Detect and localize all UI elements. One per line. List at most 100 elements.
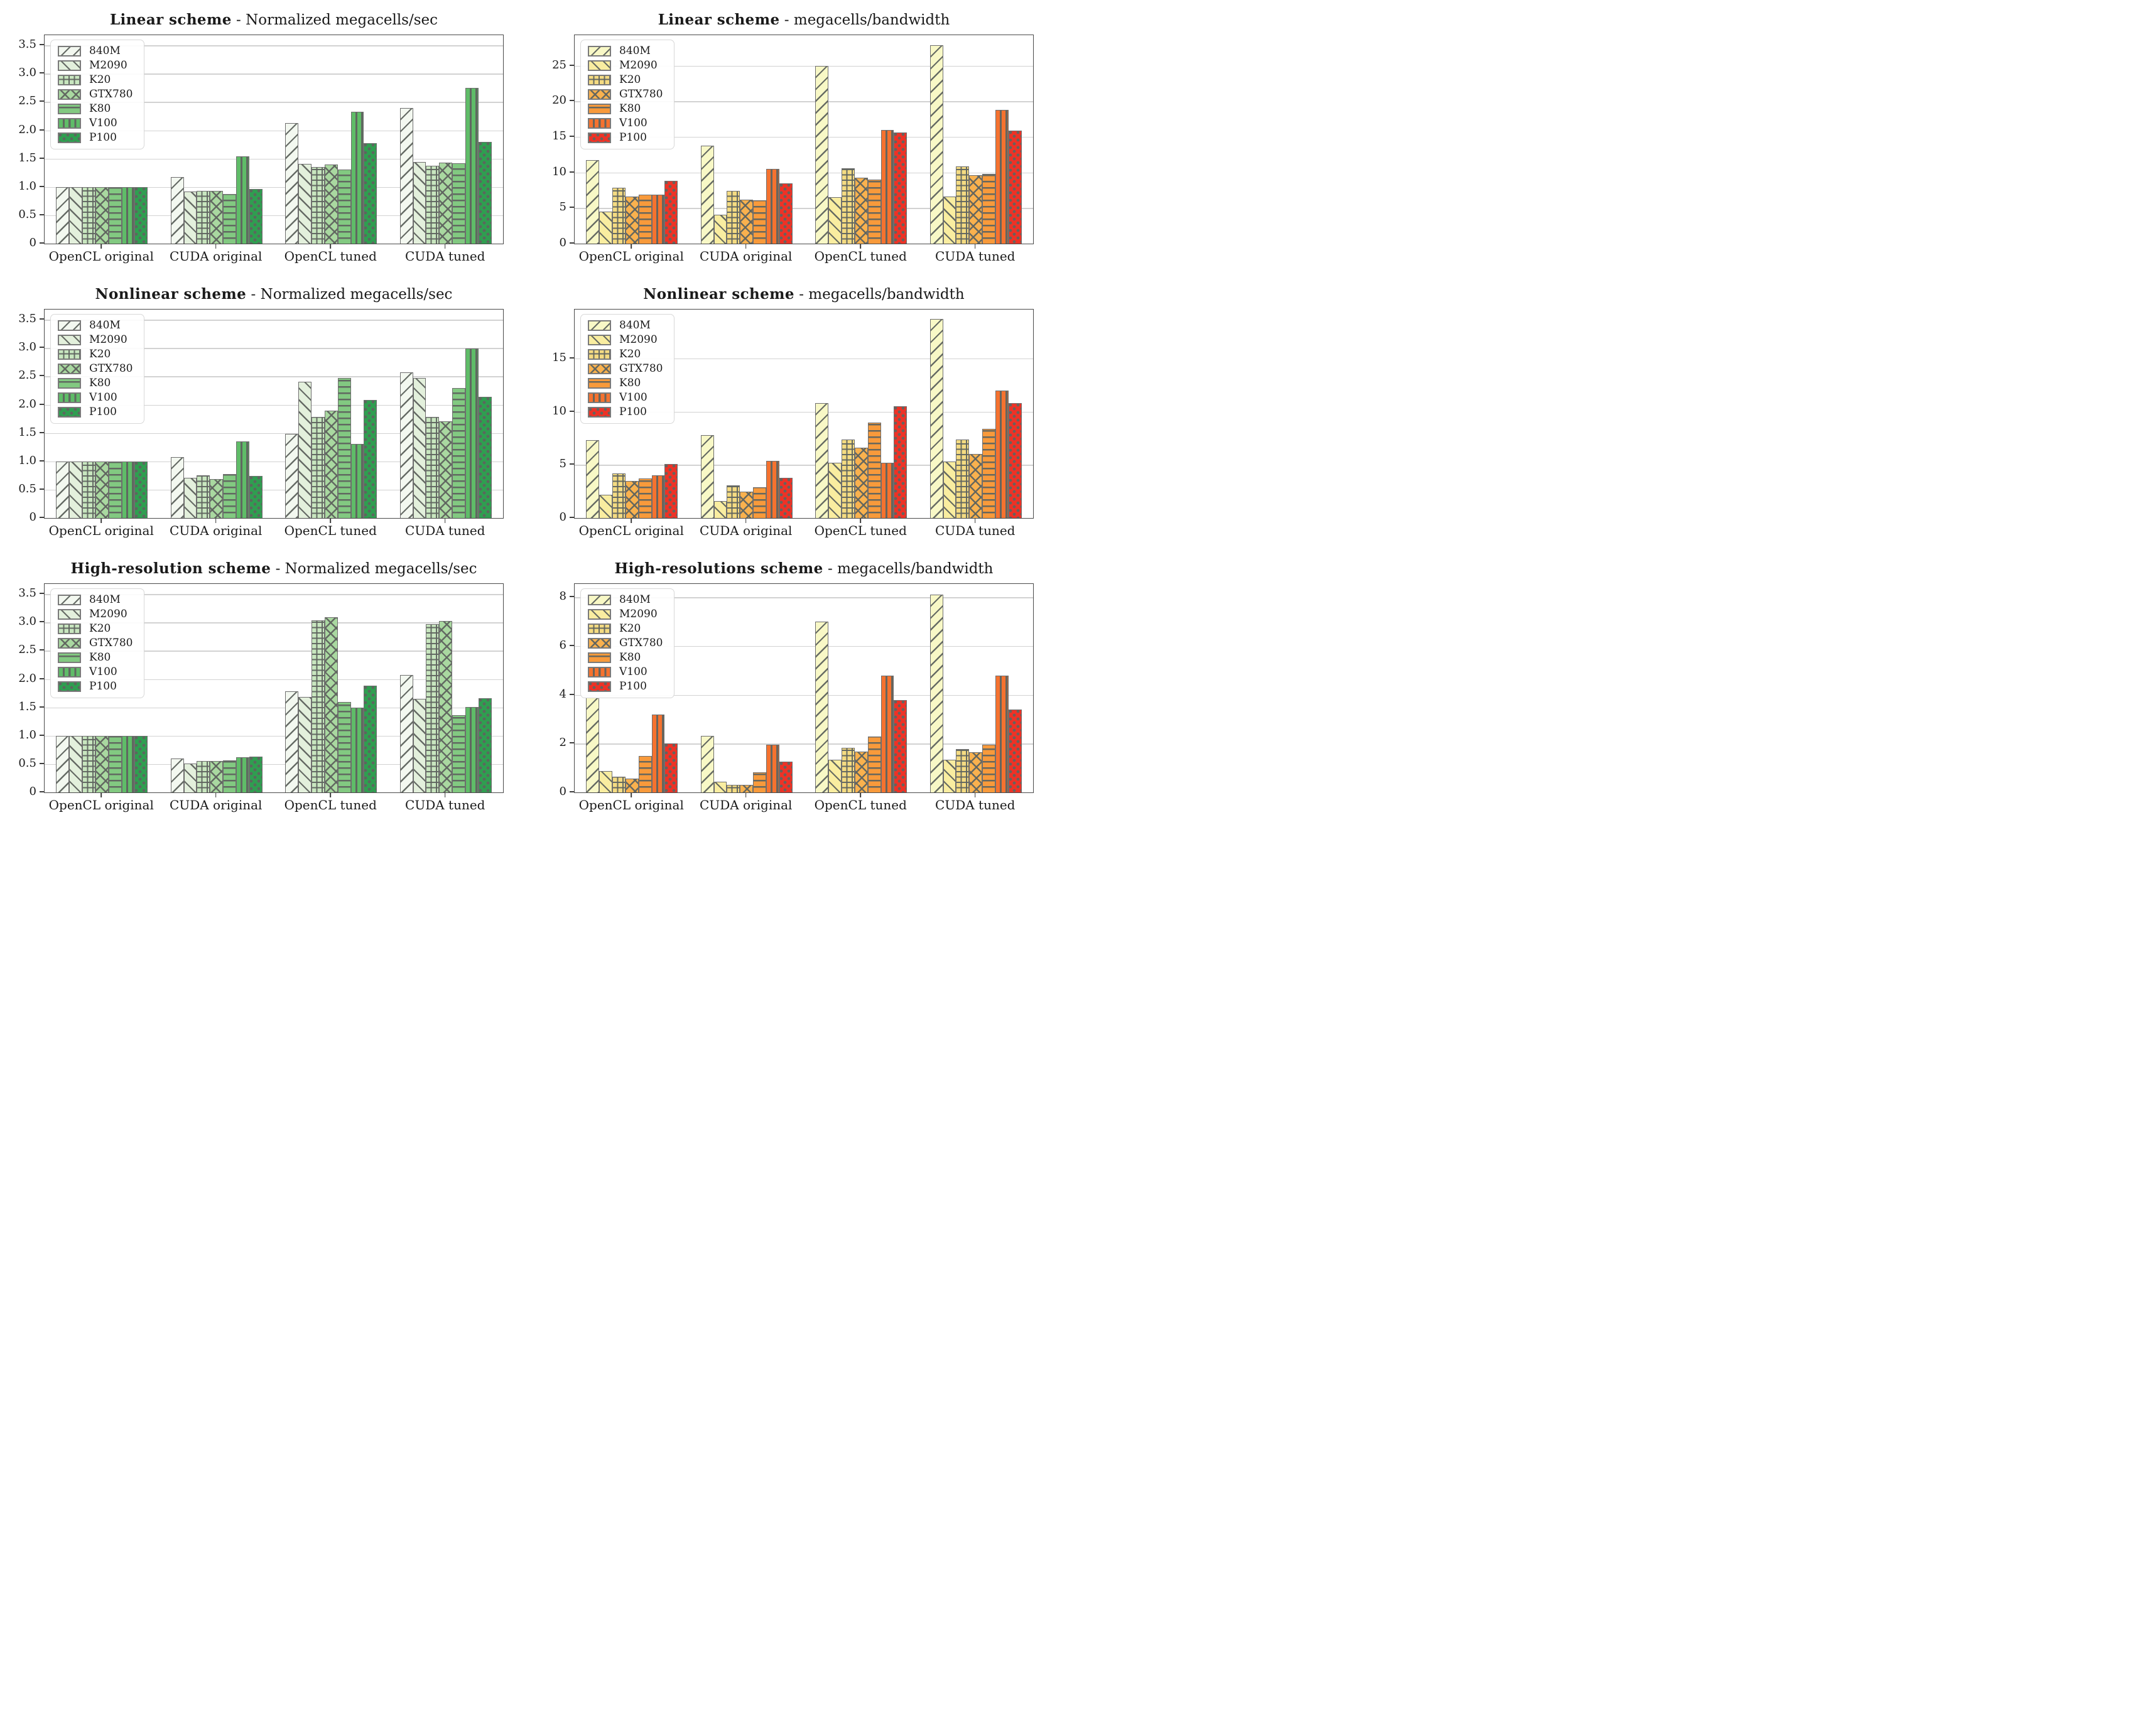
y-tick-mark <box>570 357 574 359</box>
bar-840M <box>700 735 714 792</box>
legend: 840M M2090 K20 GTX780 K80 V100 P100 <box>580 314 675 424</box>
bar-840M <box>56 735 70 792</box>
legend-label: P100 <box>89 131 117 144</box>
legend-label: K20 <box>619 622 641 635</box>
bar-P100 <box>249 189 263 244</box>
bar-V100 <box>465 348 479 518</box>
y-tick-label: 2.5 <box>18 94 36 108</box>
x-tick-mark <box>215 519 217 523</box>
legend-label: K80 <box>89 102 111 115</box>
y-tick-mark <box>40 213 44 215</box>
gridline <box>575 743 1033 745</box>
legend-item-P100: P100 <box>588 681 663 692</box>
legend-item-K20: K20 <box>58 75 133 85</box>
y-tick-label: 0 <box>29 785 36 798</box>
bar-V100 <box>880 129 894 244</box>
bar-P100 <box>664 181 678 244</box>
bar-K80 <box>753 200 767 244</box>
y-tick-mark <box>40 403 44 405</box>
bar-K80 <box>337 169 351 244</box>
legend-label: M2090 <box>89 333 127 346</box>
panel-title: High-resolution scheme - Normalized mega… <box>70 560 477 577</box>
bar-GTX780 <box>95 735 109 792</box>
legend-swatch-K80 <box>58 104 81 114</box>
bar-V100 <box>880 676 894 792</box>
gridline <box>575 597 1033 598</box>
legend-item-M2090: M2090 <box>588 609 663 620</box>
panel-highres-norm: High-resolution scheme - Normalized mega… <box>9 560 504 816</box>
bar-M2090 <box>943 197 956 244</box>
bar-V100 <box>350 111 364 244</box>
legend-item-K20: K20 <box>588 623 663 634</box>
bar-K80 <box>452 163 466 244</box>
bar-K80 <box>753 772 767 792</box>
x-tick-mark <box>215 793 217 797</box>
x-tick-label: OpenCL original <box>48 797 154 812</box>
legend-swatch-V100 <box>58 392 81 403</box>
legend-item-GTX780: GTX780 <box>58 364 133 374</box>
y-tick-mark <box>570 100 574 102</box>
y-tick-label: 3.5 <box>18 312 36 326</box>
bar-V100 <box>350 443 364 518</box>
legend-swatch-V100 <box>588 392 611 403</box>
x-tick-label: OpenCL tuned <box>284 249 377 264</box>
bar-M2090 <box>183 192 197 244</box>
bar-M2090 <box>69 461 82 518</box>
x-axis: OpenCL original CUDA original OpenCL tuned… <box>44 519 502 541</box>
panel-linear-norm: Linear scheme - Normalized megacells/sec… <box>9 11 504 267</box>
bar-P100 <box>894 406 907 518</box>
bar-GTX780 <box>210 478 224 518</box>
bar-K20 <box>956 748 970 792</box>
bar-K80 <box>753 487 767 518</box>
legend-swatch-K20 <box>58 623 81 634</box>
bar-840M <box>815 622 829 792</box>
legend-swatch-GTX780 <box>58 89 81 100</box>
bar-GTX780 <box>324 617 338 792</box>
y-tick-label: 4 <box>559 687 566 701</box>
gridline <box>575 101 1033 102</box>
plot-area: 840M M2090 K20 GTX780 K80 V100 P100 <box>574 583 1034 793</box>
x-tick-label: CUDA original <box>700 249 793 264</box>
legend-swatch-K20 <box>58 75 81 85</box>
legend-item-P100: P100 <box>58 681 133 692</box>
legend-label: M2090 <box>89 608 127 620</box>
bar-K80 <box>867 736 881 792</box>
bar-P100 <box>134 735 148 792</box>
bar-M2090 <box>943 461 956 518</box>
bar-V100 <box>995 390 1009 518</box>
legend-label: GTX780 <box>89 637 133 649</box>
bar-V100 <box>995 109 1009 244</box>
legend-swatch-GTX780 <box>58 364 81 374</box>
legend-label: K20 <box>619 73 641 86</box>
bar-P100 <box>1008 709 1022 792</box>
bar-840M <box>285 122 299 244</box>
legend-swatch-V100 <box>588 118 611 129</box>
bar-V100 <box>880 462 894 518</box>
y-axis: 0 0.5 1.0 1.5 2.0 2.5 3.0 3.5 <box>9 35 44 249</box>
legend-label: GTX780 <box>89 88 133 100</box>
y-tick-mark <box>40 72 44 74</box>
x-tick-label: CUDA original <box>170 249 263 264</box>
bar-840M <box>170 758 184 792</box>
y-tick-mark <box>40 318 44 320</box>
bar-M2090 <box>298 697 311 792</box>
bar-M2090 <box>828 197 842 244</box>
legend-swatch-M2090 <box>588 335 611 345</box>
bar-GTX780 <box>854 448 868 518</box>
y-tick-label: 1.0 <box>18 453 36 467</box>
bar-M2090 <box>69 186 82 244</box>
legend-item-K80: K80 <box>58 104 133 114</box>
legend-swatch-GTX780 <box>58 638 81 649</box>
bar-K20 <box>956 439 970 518</box>
bar-P100 <box>364 686 377 792</box>
bar-K80 <box>337 378 351 518</box>
legend-item-V100: V100 <box>58 118 133 129</box>
bar-GTX780 <box>95 461 109 518</box>
bar-840M <box>700 434 714 518</box>
legend-swatch-P100 <box>58 681 81 692</box>
gridline <box>45 376 503 377</box>
panel-nonlinear-norm: Nonlinear scheme - Normalized megacells/… <box>9 286 504 541</box>
x-axis: OpenCL original CUDA original OpenCL tuned… <box>574 793 1032 816</box>
y-tick-label: 3.0 <box>18 615 36 629</box>
y-tick-mark <box>570 742 574 744</box>
